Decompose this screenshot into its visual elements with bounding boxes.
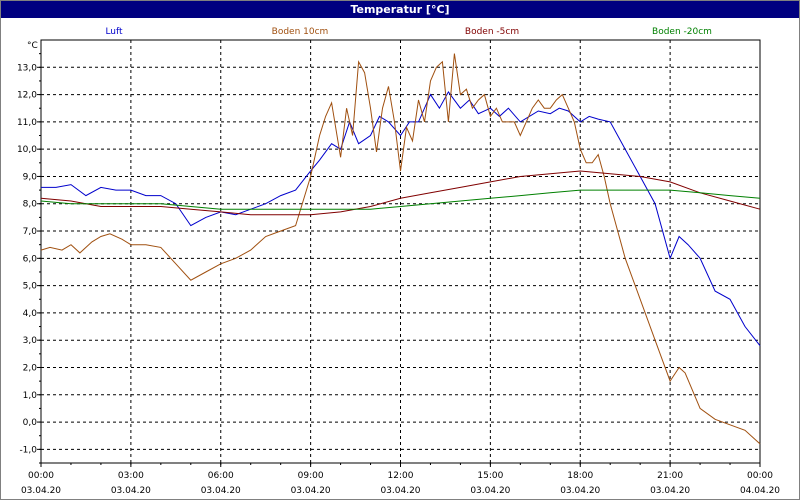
x-tick-date: 03.04.20 — [201, 486, 241, 496]
x-axis-labels: 00:00 03.04.20 03:00 03.04.20 06:00 03.04.20 0… — [21, 471, 780, 496]
y-tick-label: 1,0 — [23, 391, 38, 401]
y-tick-label: 7,0 — [23, 227, 38, 237]
x-tick-time: 18:00 — [567, 471, 593, 481]
y-tick-label: 4,0 — [23, 309, 38, 319]
legend: Luft Boden 10cm Boden -5cm Boden -20cm — [105, 27, 712, 37]
y-tick-label: -1,0 — [19, 445, 37, 455]
x-tick-date: 03.04.20 — [21, 486, 61, 496]
series-line-boden--20cm — [40, 189, 761, 210]
x-tick-time: 03:00 — [118, 471, 144, 481]
x-tick-time: 00:00 — [28, 471, 54, 481]
y-tick-label: 8,0 — [23, 200, 38, 210]
y-axis-labels: -1,0 0,0 1,0 2,0 3,0 4,0 5,0 6,0 7,0 8,0 9,0 10,0 11… — [17, 63, 37, 455]
x-tick-time: 09:00 — [298, 471, 324, 481]
x-tick-date: 03.04.20 — [380, 486, 420, 496]
legend-entry: Boden -20cm — [652, 27, 712, 37]
series-line-luft — [41, 90, 761, 347]
y-tick-label: 6,0 — [23, 254, 38, 264]
series-line-boden--5cm — [40, 170, 761, 216]
legend-entry: Luft — [105, 27, 123, 37]
x-tick-date: 03.04.20 — [560, 486, 600, 496]
y-tick-label: 11,0 — [17, 118, 37, 128]
y-tick-label: 5,0 — [23, 282, 38, 292]
y-tick-label: 10,0 — [17, 145, 37, 155]
chart-title: Temperatur [°C] — [1, 1, 799, 18]
y-tick-label: 0,0 — [23, 418, 38, 428]
series-line-boden-10cm — [40, 53, 761, 445]
x-tick-time: 15:00 — [477, 471, 503, 481]
grid-lines — [37, 40, 761, 467]
x-tick-date: 03.04.20 — [291, 486, 331, 496]
x-tick-time: 21:00 — [657, 471, 683, 481]
y-tick-label: 2,0 — [23, 363, 38, 373]
y-tick-label: 13,0 — [17, 63, 37, 73]
series-lines — [40, 53, 761, 445]
x-tick-date: 03.04.20 — [111, 486, 151, 496]
x-tick-date: 04.04.20 — [740, 486, 780, 496]
x-tick-time: 00:00 — [747, 471, 773, 481]
x-tick-time: 12:00 — [388, 471, 414, 481]
y-tick-label: 3,0 — [23, 336, 38, 346]
legend-entry: Boden -5cm — [465, 27, 519, 37]
x-tick-date: 03.04.20 — [650, 486, 690, 496]
x-tick-time: 06:00 — [208, 471, 234, 481]
y-tick-label: 12,0 — [17, 91, 37, 101]
y-axis-unit: °C — [27, 41, 38, 51]
legend-entry: Boden 10cm — [272, 27, 329, 37]
y-tick-label: 9,0 — [23, 172, 38, 182]
x-tick-date: 03.04.20 — [470, 486, 510, 496]
